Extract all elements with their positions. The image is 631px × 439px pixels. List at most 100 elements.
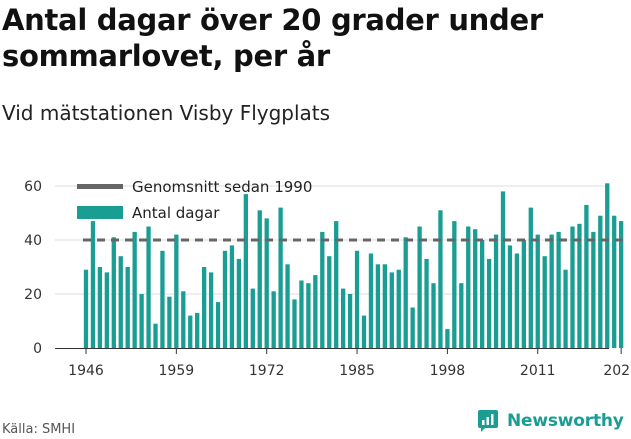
bar [591, 231, 596, 348]
brand-name: Newsworthy [507, 411, 624, 431]
y-tick-label: 20 [24, 287, 42, 303]
x-axis-ticks: 1946 1959 1972 1985 1998 2011 2023 [68, 348, 631, 379]
bar [598, 215, 603, 348]
bar [104, 272, 109, 348]
brand-logo: Newsworthy [476, 409, 624, 433]
bar [243, 194, 248, 348]
x-tick-label: 1985 [339, 363, 375, 379]
bar [222, 250, 228, 348]
bar [208, 272, 214, 348]
bar [612, 215, 617, 348]
x-tick-label: 1959 [159, 363, 195, 379]
bar [264, 218, 269, 348]
bar [459, 283, 464, 348]
bar [368, 253, 374, 348]
bar [320, 231, 325, 348]
bar [542, 256, 547, 348]
newsworthy-logo-icon [478, 410, 498, 432]
legend-bar-label: Antal dagar [132, 204, 220, 222]
source-note: Källa: SMHI [2, 422, 76, 437]
bars [83, 183, 624, 348]
bar [521, 240, 526, 348]
bar [341, 288, 346, 348]
bar [292, 299, 297, 348]
bar [473, 229, 478, 348]
bar [250, 288, 255, 348]
bar [556, 231, 561, 348]
bar [507, 245, 513, 348]
bar [619, 221, 624, 348]
bar [257, 210, 262, 348]
bar [111, 237, 116, 348]
bar [195, 312, 200, 348]
bar [354, 250, 360, 348]
bar [215, 302, 221, 348]
bar [563, 269, 568, 348]
bar [146, 226, 151, 348]
bar [403, 237, 408, 348]
chart-title: Antal dagar över 20 grader under sommarl… [2, 3, 543, 73]
bar [334, 221, 339, 348]
bar [424, 258, 429, 348]
chart-subtitle: Vid mätstationen Visby Flygplats [2, 101, 331, 125]
bar [577, 223, 582, 348]
bar [285, 264, 290, 348]
bar [528, 207, 533, 348]
bar [549, 234, 554, 348]
legend: Genomsnitt sedan 1990 Antal dagar [77, 178, 312, 222]
bar [466, 226, 471, 348]
x-tick-label: 1972 [249, 363, 285, 379]
bar [452, 221, 457, 348]
bar [160, 250, 165, 348]
bar [445, 329, 450, 348]
bar [500, 191, 506, 348]
bar [118, 256, 123, 348]
y-tick-label: 60 [24, 179, 42, 195]
bar [306, 283, 311, 348]
bar [188, 315, 193, 348]
bar [83, 269, 89, 348]
bar [174, 234, 179, 348]
bar [299, 280, 304, 348]
bar [313, 275, 318, 348]
bar [375, 264, 381, 348]
bar [139, 294, 144, 348]
x-tick-label: 2011 [520, 363, 556, 379]
y-tick-label: 40 [24, 233, 42, 249]
y-tick-label: 0 [33, 341, 42, 357]
bar [438, 210, 443, 348]
bar [410, 307, 415, 348]
bar [327, 256, 332, 348]
bar [125, 267, 130, 348]
bar [584, 204, 589, 348]
bar [493, 234, 499, 348]
bar [229, 245, 235, 348]
bar [167, 296, 172, 348]
bar [90, 221, 96, 348]
bar [361, 315, 367, 348]
x-tick-label: 2023 [603, 363, 631, 379]
bar [97, 267, 103, 348]
bar [570, 226, 575, 348]
bar [153, 323, 158, 348]
legend-average-swatch [77, 184, 123, 189]
x-tick-label: 1998 [430, 363, 466, 379]
bar [396, 269, 401, 348]
x-tick-label: 1946 [68, 363, 104, 379]
bar [347, 294, 353, 348]
bar [181, 291, 186, 348]
bar [389, 272, 394, 348]
bar [431, 283, 436, 348]
bar [486, 258, 492, 348]
bar [514, 253, 520, 348]
bar [605, 183, 610, 348]
bar [480, 240, 485, 348]
bar [535, 234, 540, 348]
bar [236, 258, 242, 348]
bar-chart: 0 20 40 60 1946 1959 1972 1985 1998 2011 2023 Gen… [24, 178, 631, 379]
legend-bar-swatch [77, 206, 123, 219]
bar [278, 207, 283, 348]
y-axis-ticks: 0 20 40 60 [24, 179, 42, 357]
bar [132, 231, 137, 348]
legend-average-label: Genomsnitt sedan 1990 [132, 178, 312, 196]
